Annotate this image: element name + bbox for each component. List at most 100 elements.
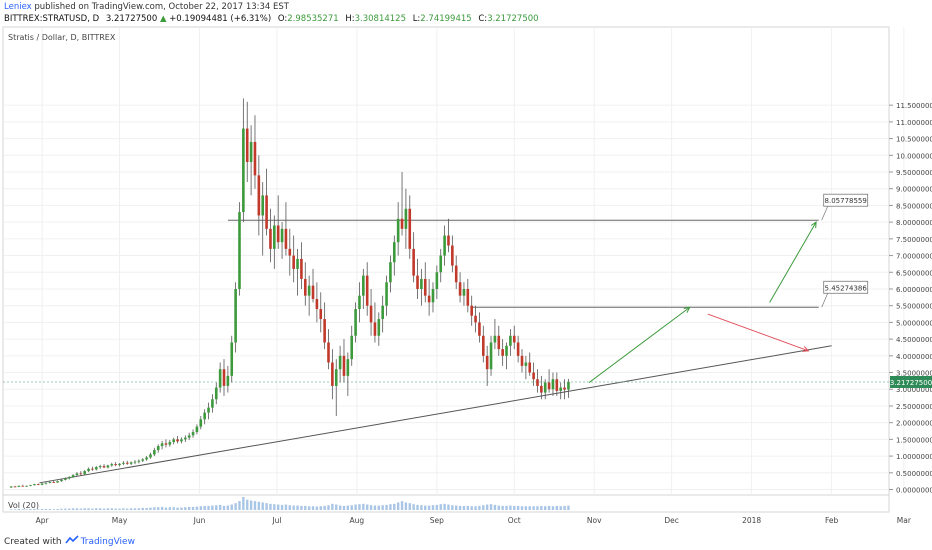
candle-body — [176, 439, 179, 442]
candle-body — [149, 454, 152, 458]
volume-bar — [276, 504, 280, 510]
candle-body — [443, 235, 446, 256]
volume-bar — [106, 508, 110, 510]
candle-body — [528, 362, 532, 373]
candle-body — [56, 481, 59, 483]
volume-bar — [257, 501, 261, 510]
open-label: O: — [277, 14, 288, 24]
candle-body — [153, 450, 156, 455]
author-link[interactable]: Leniex — [4, 2, 32, 12]
volume-bar — [238, 501, 241, 510]
volume-bar — [516, 505, 520, 510]
volume-bar — [393, 503, 396, 510]
volume-bar — [377, 505, 381, 510]
volume-bar — [524, 506, 528, 510]
resistance-mid-label: 5.45274386 — [825, 284, 868, 292]
volume-bar — [396, 502, 400, 510]
volume-bar — [478, 505, 481, 510]
candle-body — [509, 335, 512, 346]
low-label: L: — [412, 14, 421, 24]
last-price-label: 3.21727500 — [890, 379, 932, 387]
volume-bar — [83, 508, 86, 510]
volume-bar — [559, 506, 562, 510]
volume-bar — [381, 505, 384, 510]
candle-body — [497, 335, 501, 350]
volume-bar — [187, 506, 191, 510]
candle-body — [36, 484, 40, 485]
volume-bar — [501, 505, 504, 510]
volume-bar — [137, 508, 141, 510]
candle-body — [187, 435, 191, 438]
volume-bar — [540, 505, 543, 510]
candle-body — [125, 462, 129, 464]
volume-bar — [439, 504, 442, 510]
volume-bar — [404, 502, 408, 510]
volume-bar — [497, 505, 500, 510]
candle-body — [40, 483, 44, 485]
volume-bar — [273, 504, 276, 510]
green-arrow-1-head — [683, 306, 691, 313]
candle-body — [102, 466, 106, 468]
candle-body — [385, 282, 388, 306]
candle-body — [52, 482, 56, 483]
candle-body — [338, 355, 342, 370]
candle-body — [180, 439, 183, 442]
candle-body — [555, 379, 559, 391]
candle-body — [141, 459, 145, 461]
volume-bar — [466, 505, 470, 510]
volume-bar — [25, 509, 28, 510]
candle-body — [79, 473, 83, 475]
volume-bar — [323, 505, 326, 510]
volume-bar — [176, 507, 179, 510]
candle-body — [300, 258, 303, 279]
candle-body — [265, 195, 268, 229]
volume-bar — [230, 504, 233, 510]
tradingview-link[interactable]: TradingView — [80, 537, 135, 547]
candle-body — [83, 471, 86, 475]
red-arrow[interactable] — [707, 313, 809, 352]
volume-bar — [369, 505, 373, 510]
candle-body — [67, 477, 71, 479]
candle-body — [211, 399, 214, 408]
candle-body — [551, 379, 555, 390]
volume-bar — [180, 507, 183, 510]
x-tick-label: Sep — [430, 516, 444, 525]
candle-body — [44, 482, 48, 484]
candle-body — [420, 278, 423, 289]
volume-bar — [265, 503, 268, 510]
candle-body — [346, 359, 350, 376]
volume-bar — [513, 505, 516, 510]
volume-bar — [311, 506, 315, 510]
footer: Created with TradingView — [4, 535, 135, 548]
volume-bar — [362, 503, 365, 510]
ohlc-header: BITTREX:STRATUSD, D 3.21727500 ▲ +0.1909… — [4, 14, 539, 24]
volume-bar — [246, 499, 249, 510]
volume-bar — [149, 507, 152, 510]
candle-body — [129, 462, 133, 464]
candle-body — [214, 387, 218, 400]
ticker-label: BITTREX:STRATUSD, D — [4, 14, 100, 24]
candle-body — [470, 305, 473, 316]
candle-body — [315, 299, 319, 310]
volume-bar — [528, 506, 531, 510]
x-tick-label: Aug — [350, 516, 365, 525]
volume-bar — [56, 508, 59, 510]
resistance-mid-label-pointer — [821, 293, 829, 308]
volume-bar — [346, 505, 350, 510]
volume-bar — [424, 505, 427, 510]
green-arrow-1[interactable] — [588, 306, 690, 383]
volume-bar — [110, 508, 113, 510]
volume-bar — [420, 505, 423, 510]
red-arrow-head — [802, 346, 810, 352]
support-trendline[interactable] — [39, 345, 832, 484]
volume-bar — [75, 508, 79, 510]
last-price-badge — [890, 375, 932, 388]
candle-body — [435, 272, 439, 289]
volume-bar — [68, 508, 71, 510]
candle-body — [563, 387, 566, 390]
green-arrow-2[interactable] — [769, 221, 817, 303]
